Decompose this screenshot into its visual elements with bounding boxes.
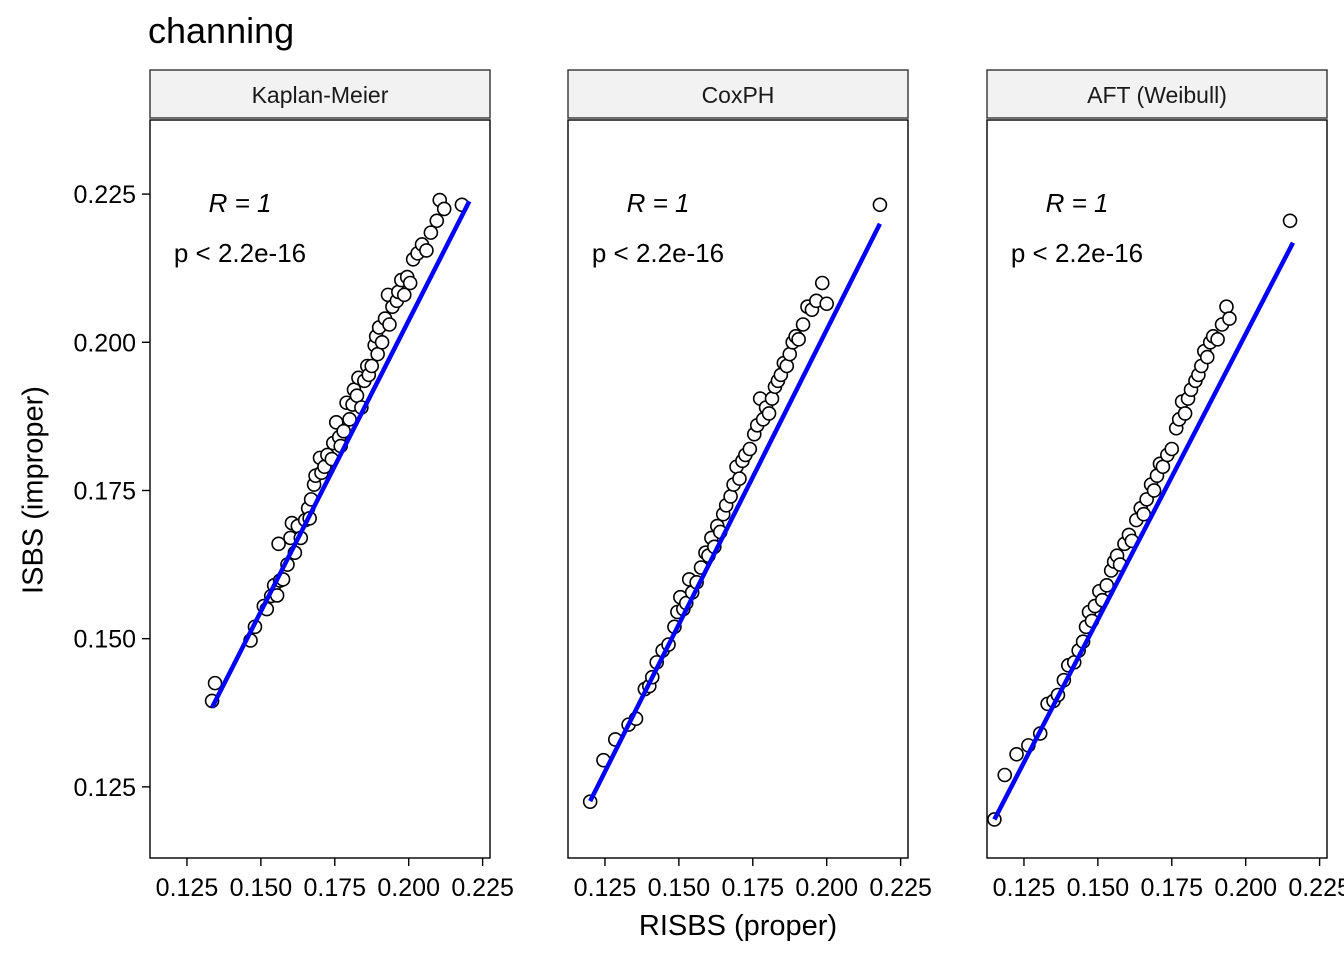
data-point: [271, 536, 286, 552]
data-point: [364, 358, 380, 374]
data-point: [423, 225, 439, 240]
y-tick-label: 0.200: [73, 329, 136, 357]
data-point: [819, 296, 834, 312]
data-point: [396, 287, 412, 303]
data-point: [732, 471, 747, 486]
x-tick-label: 0.150: [230, 874, 293, 902]
x-tick-label: 0.225: [1288, 874, 1344, 902]
data-point: [782, 346, 798, 362]
x-tick-label: 0.225: [451, 874, 514, 902]
p-value-label: p < 2.2e-16: [174, 238, 306, 268]
data-point: [997, 767, 1013, 783]
x-tick-label: 0.175: [304, 874, 367, 902]
y-tick-label: 0.175: [73, 477, 136, 505]
y-tick-label: 0.225: [73, 181, 136, 209]
x-tick-label: 0.175: [722, 874, 785, 902]
data-point: [791, 332, 806, 347]
p-value-label: p < 2.2e-16: [592, 238, 724, 268]
x-tick-label: 0.125: [993, 874, 1056, 902]
x-tick-label: 0.125: [156, 874, 219, 902]
panel-border: [567, 119, 909, 859]
data-point: [1219, 299, 1234, 315]
x-tick-label: 0.200: [795, 874, 858, 902]
data-point: [1282, 213, 1298, 229]
data-point: [1164, 441, 1180, 457]
data-point: [723, 489, 738, 504]
x-tick-label: 0.200: [1214, 874, 1277, 902]
x-tick-label: 0.150: [1067, 874, 1130, 902]
data-point: [779, 358, 795, 374]
x-tick-label: 0.175: [1141, 874, 1204, 902]
y-tick-label: 0.150: [73, 626, 136, 654]
data-point: [742, 441, 758, 457]
data-point: [436, 201, 452, 217]
data-point: [795, 317, 811, 332]
x-tick-label: 0.225: [869, 874, 932, 902]
data-point: [1146, 483, 1162, 498]
data-point: [374, 334, 390, 350]
data-point: [1177, 406, 1193, 421]
data-point: [370, 346, 385, 362]
chart-title: channing: [148, 10, 295, 51]
facet-strip-label: Kaplan-Meier: [252, 82, 389, 108]
data-point: [1009, 746, 1024, 762]
correlation-r-label: R = 1: [627, 188, 690, 218]
data-point: [429, 213, 445, 229]
data-point: [761, 406, 777, 421]
x-axis-label: RISBS (proper): [638, 910, 838, 942]
p-value-label: p < 2.2e-16: [1011, 238, 1143, 268]
regression-line: [210, 200, 472, 709]
correlation-r-label: R = 1: [1046, 188, 1109, 218]
regression-line: [588, 222, 882, 803]
panel-border: [986, 119, 1328, 859]
data-point: [1199, 349, 1215, 365]
facet-strip: [149, 69, 491, 119]
y-tick-label: 0.125: [73, 774, 136, 802]
facet-strip-label: CoxPH: [702, 82, 775, 108]
data-point: [764, 391, 780, 406]
data-point: [1222, 311, 1237, 326]
facet-strip: [567, 69, 909, 119]
data-point: [1155, 459, 1171, 475]
facet-strip-label: AFT (Weibull): [1087, 82, 1227, 108]
data-point: [814, 275, 830, 291]
facet-strip: [986, 69, 1328, 119]
data-point: [402, 275, 418, 291]
data-point: [207, 675, 223, 691]
x-tick-label: 0.150: [648, 874, 711, 902]
data-point: [1210, 332, 1225, 347]
data-point: [872, 197, 888, 213]
x-tick-label: 0.200: [377, 874, 440, 902]
data-point: [349, 388, 365, 403]
x-tick-label: 0.125: [574, 874, 637, 902]
panel-border: [149, 119, 491, 859]
data-point: [382, 317, 397, 332]
data-point: [419, 243, 434, 258]
correlation-r-label: R = 1: [209, 188, 272, 218]
regression-line: [992, 241, 1295, 821]
